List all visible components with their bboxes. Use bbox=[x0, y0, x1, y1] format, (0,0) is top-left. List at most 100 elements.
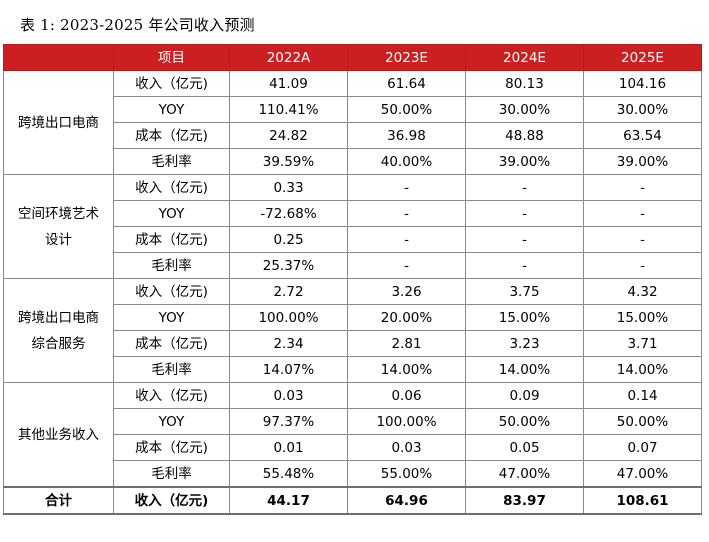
total-value-cell: 83.97 bbox=[465, 486, 584, 515]
value-cell: 61.64 bbox=[347, 70, 466, 97]
value-cell: 55.00% bbox=[347, 460, 466, 488]
value-cell: - bbox=[347, 226, 466, 253]
item-cell: YOY bbox=[113, 96, 230, 123]
value-cell: 20.00% bbox=[347, 304, 466, 331]
value-cell: 39.59% bbox=[229, 148, 348, 175]
value-cell: 39.00% bbox=[465, 148, 584, 175]
table-row: 毛利率 39.59% 40.00% 39.00% 39.00% bbox=[4, 148, 702, 175]
table-row: YOY 100.00% 20.00% 15.00% 15.00% bbox=[4, 304, 702, 331]
table-row: 跨境出口电商 收入（亿元) 41.09 61.64 80.13 104.16 bbox=[3, 70, 702, 175]
total-value-cell: 44.17 bbox=[229, 486, 348, 515]
value-cell: 15.00% bbox=[465, 304, 584, 331]
value-cell: 0.03 bbox=[347, 434, 466, 461]
item-cell: 收入（亿元) bbox=[113, 70, 230, 97]
table-row: YOY 110.41% 50.00% 30.00% 30.00% bbox=[4, 96, 702, 123]
header-cell-2024e: 2024E bbox=[465, 44, 584, 71]
table-row: 成本（亿元) 0.01 0.03 0.05 0.07 bbox=[4, 434, 702, 461]
segment-name-cell: 跨境出口电商 综合服务 bbox=[3, 278, 114, 383]
header-cell-item: 项目 bbox=[113, 44, 230, 71]
table-row: 空间环境艺术 设计 收入（亿元) 0.33- - - bbox=[3, 174, 702, 279]
revenue-forecast-table: 项目 2022A 2023E 2024E 2025E 跨境出口电商 收入（亿元) 4… bbox=[3, 44, 702, 515]
value-cell: 0.09 bbox=[465, 382, 584, 409]
total-row: 合计 收入（亿元) 44.17 64.96 83.97 108.61 bbox=[3, 486, 702, 515]
item-cell: YOY bbox=[113, 304, 230, 331]
value-cell: 0.01 bbox=[229, 434, 348, 461]
header-cell-2022a: 2022A bbox=[229, 44, 348, 71]
value-cell: 14.00% bbox=[583, 356, 702, 383]
item-cell: 毛利率 bbox=[113, 252, 230, 279]
value-cell: - bbox=[465, 226, 584, 253]
value-cell: 14.00% bbox=[465, 356, 584, 383]
segment-name-cell: 跨境出口电商 bbox=[3, 70, 114, 175]
value-cell: 4.32 bbox=[583, 278, 702, 305]
segment-name-line: 其他业务收入 bbox=[18, 426, 99, 443]
value-cell: 30.00% bbox=[465, 96, 584, 123]
table-row: 其他业务收入 收入（亿元) 0.03 0.06 0.09 0.14 bbox=[3, 382, 702, 488]
item-cell: 成本（亿元) bbox=[113, 330, 230, 357]
segment-name-cell: 空间环境艺术 设计 bbox=[3, 174, 114, 279]
value-cell: 100.00% bbox=[347, 408, 466, 435]
value-cell: 50.00% bbox=[583, 408, 702, 435]
value-cell: 50.00% bbox=[347, 96, 466, 123]
value-cell: 0.25 bbox=[229, 226, 348, 253]
value-cell: 50.00% bbox=[465, 408, 584, 435]
value-cell: 2.72 bbox=[229, 278, 348, 305]
value-cell: 0.07 bbox=[583, 434, 702, 461]
segment-name-cell: 其他业务收入 bbox=[3, 382, 114, 488]
value-cell: - bbox=[347, 174, 466, 201]
value-cell: 100.00% bbox=[229, 304, 348, 331]
segment-name-line: 空间环境艺术 bbox=[18, 205, 99, 222]
table-body: 跨境出口电商 收入（亿元) 41.09 61.64 80.13 104.16 YOY 110.… bbox=[3, 70, 702, 515]
value-cell: - bbox=[347, 252, 466, 279]
header-cell-2025e: 2025E bbox=[583, 44, 702, 71]
value-cell: 2.34 bbox=[229, 330, 348, 357]
item-cell: YOY bbox=[113, 200, 230, 227]
item-cell: 毛利率 bbox=[113, 460, 230, 488]
table-row: 成本（亿元) 24.82 36.98 48.88 63.54 bbox=[4, 122, 702, 149]
table-row: 毛利率 25.37% - - - bbox=[4, 252, 702, 279]
value-cell: 0.03 bbox=[229, 382, 348, 409]
value-cell: -72.68% bbox=[229, 200, 348, 227]
header-cell-segment bbox=[3, 44, 114, 71]
segment-name-line: 设计 bbox=[45, 231, 72, 248]
header-row: 项目 2022A 2023E 2024E 2025E bbox=[3, 44, 702, 71]
value-cell: 3.75 bbox=[465, 278, 584, 305]
table-row: YOY 97.37% 100.00% 50.00% 50.00% bbox=[4, 408, 702, 435]
segment-name-line: 跨境出口电商 bbox=[18, 114, 99, 131]
value-cell: 3.71 bbox=[583, 330, 702, 357]
value-cell: 110.41% bbox=[229, 96, 348, 123]
table-caption: 表 1: 2023-2025 年公司收入预测 bbox=[20, 16, 255, 34]
value-cell: 48.88 bbox=[465, 122, 584, 149]
value-cell: 97.37% bbox=[229, 408, 348, 435]
header-cell-2023e: 2023E bbox=[347, 44, 466, 71]
value-cell: - bbox=[347, 200, 466, 227]
item-cell: YOY bbox=[113, 408, 230, 435]
value-cell: 47.00% bbox=[583, 460, 702, 488]
value-cell: 104.16 bbox=[583, 70, 702, 97]
value-cell: 39.00% bbox=[583, 148, 702, 175]
table-row: YOY -72.68% - - - bbox=[4, 200, 702, 227]
value-cell: 0.06 bbox=[347, 382, 466, 409]
item-cell: 毛利率 bbox=[113, 148, 230, 175]
value-cell: 0.14 bbox=[583, 382, 702, 409]
value-cell: - bbox=[583, 174, 702, 201]
item-cell: 成本（亿元) bbox=[113, 122, 230, 149]
value-cell: - bbox=[583, 252, 702, 279]
value-cell: 80.13 bbox=[465, 70, 584, 97]
value-cell: - bbox=[465, 174, 584, 201]
total-value-cell: 108.61 bbox=[583, 486, 702, 515]
segment-name-line: 综合服务 bbox=[31, 335, 86, 352]
value-cell: 36.98 bbox=[347, 122, 466, 149]
value-cell: 14.07% bbox=[229, 356, 348, 383]
value-cell: 30.00% bbox=[583, 96, 702, 123]
item-cell: 收入（亿元) bbox=[113, 382, 230, 409]
segment-name-line: 跨境出口电商 bbox=[18, 309, 99, 326]
value-cell: 63.54 bbox=[583, 122, 702, 149]
value-cell: 0.05 bbox=[465, 434, 584, 461]
item-cell: 收入（亿元) bbox=[113, 278, 230, 305]
table-row: 跨境出口电商 综合服务 收入（亿元) 2.72 3.26 3.75 4.32 bbox=[3, 278, 702, 383]
value-cell: 3.26 bbox=[347, 278, 466, 305]
value-cell: 15.00% bbox=[583, 304, 702, 331]
value-cell: 14.00% bbox=[347, 356, 466, 383]
total-value-cell: 64.96 bbox=[347, 486, 466, 515]
